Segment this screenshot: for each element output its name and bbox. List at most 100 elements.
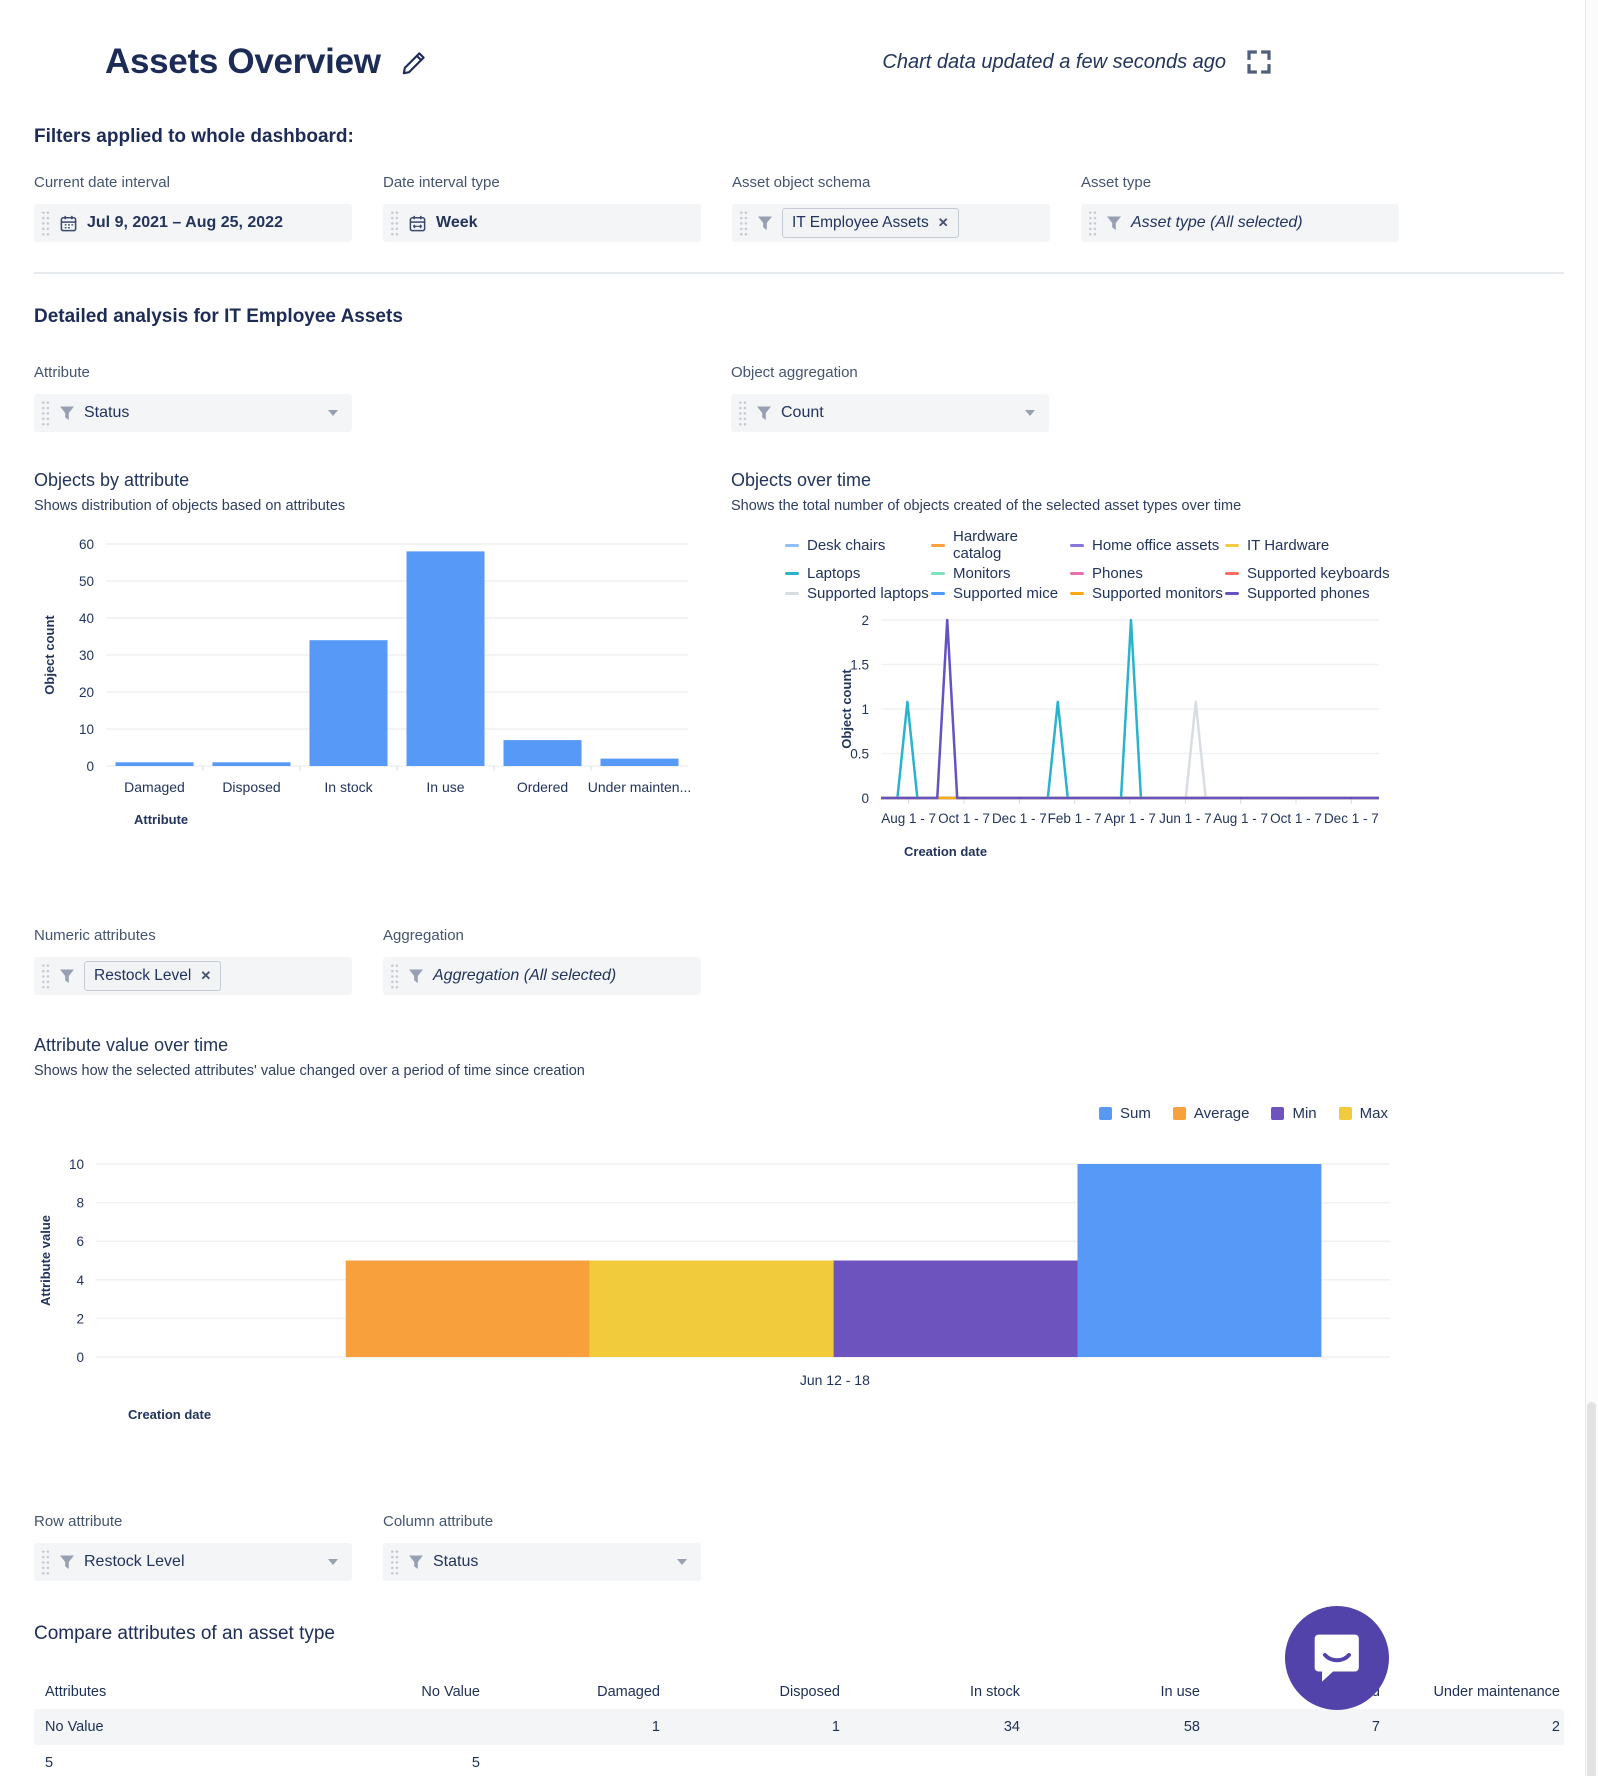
drag-handle[interactable]: [41, 1548, 50, 1576]
legend-swatch: [785, 592, 799, 595]
chat-bubble-icon: [1311, 1631, 1363, 1685]
scrollbar-thumb[interactable]: [1587, 1402, 1596, 1776]
asset-type-value: Asset type (All selected): [1131, 214, 1303, 231]
table-cell: 7: [1371, 1719, 1380, 1735]
drag-handle[interactable]: [41, 962, 50, 990]
fullscreen-icon[interactable]: [1244, 47, 1274, 77]
legend-label: Home office assets: [1092, 536, 1220, 554]
drag-handle[interactable]: [41, 209, 50, 237]
x-tick-label: Jun 12 - 18: [800, 1372, 870, 1388]
control-label: Numeric attributes: [34, 927, 156, 944]
remove-chip-icon[interactable]: ✕: [937, 215, 949, 230]
aggregation-field[interactable]: Aggregation (All selected): [383, 957, 701, 995]
scrollbar-track[interactable]: [1585, 0, 1598, 1776]
series-supported-phones: [881, 618, 1379, 800]
legend-swatch: [931, 543, 945, 547]
legend-item-max: Max: [1338, 1105, 1388, 1122]
object-aggregation-control: Object aggregation Count: [731, 364, 1564, 432]
table-cell: 1: [651, 1719, 660, 1735]
legend-swatch: [1225, 543, 1239, 547]
x-tick-label: Feb 1 - 7: [1048, 811, 1102, 826]
filters-heading: Filters applied to whole dashboard:: [34, 126, 354, 147]
drag-handle[interactable]: [41, 399, 50, 427]
control-label: Attribute: [34, 364, 90, 381]
legend-item-supported-mice: Supported mice: [931, 585, 1070, 602]
table-cell: 5: [471, 1755, 480, 1771]
interval-type-field[interactable]: Week: [383, 204, 701, 242]
x-axis-title: Creation date: [128, 1407, 211, 1422]
y-tick-label: 6: [76, 1234, 84, 1249]
row-attribute-value: Restock Level: [84, 1553, 185, 1570]
filter-label: Date interval type: [383, 174, 500, 191]
detail-heading: Detailed analysis for IT Employee Assets: [34, 306, 403, 327]
numeric-attributes-field[interactable]: Restock Level ✕: [34, 957, 352, 995]
legend-item-supported-laptops: Supported laptops: [785, 585, 931, 602]
legend-swatch: [1225, 592, 1239, 595]
drag-handle[interactable]: [739, 209, 748, 237]
control-label: Object aggregation: [731, 364, 858, 381]
edit-title-icon[interactable]: [401, 49, 428, 76]
x-tick-label: In use: [426, 779, 464, 795]
drag-handle[interactable]: [1088, 209, 1097, 237]
chevron-down-icon: [1025, 410, 1035, 416]
control-label: Row attribute: [34, 1513, 123, 1530]
row-attribute-dropdown[interactable]: Restock Level: [34, 1543, 352, 1581]
x-tick-label: Dec 1 - 7: [992, 811, 1047, 826]
filter-icon: [408, 1555, 424, 1570]
legend-label: Supported mice: [953, 585, 1059, 602]
schema-chip-label: IT Employee Assets: [792, 214, 929, 231]
drag-handle[interactable]: [390, 1548, 399, 1576]
legend-item-min: Min: [1271, 1105, 1317, 1122]
table-cell: No Value: [45, 1719, 104, 1735]
legend-label: Supported keyboards: [1247, 565, 1390, 582]
drag-handle[interactable]: [390, 962, 399, 990]
filter-icon: [59, 1555, 75, 1570]
y-tick-label: 60: [79, 537, 94, 552]
y-tick-label: 0.5: [850, 747, 869, 762]
bar-sum: [1077, 1164, 1322, 1357]
legend-label: Supported phones: [1247, 585, 1370, 602]
table-header-cell: No Value: [421, 1684, 480, 1700]
row-attribute-control: Row attribute Restock Level: [34, 1513, 352, 1581]
legend-swatch: [1070, 543, 1084, 547]
calendar-icon: [59, 214, 78, 233]
control-label: Aggregation: [383, 927, 464, 944]
legend-label: Min: [1292, 1105, 1317, 1122]
x-tick-label: Aug 1 - 7: [1213, 811, 1268, 826]
asset-type-field[interactable]: Asset type (All selected): [1081, 204, 1399, 242]
bar-average: [345, 1260, 590, 1357]
table-cell: 5: [45, 1755, 54, 1771]
legend-label: IT Hardware: [1247, 536, 1330, 554]
help-chat-button[interactable]: [1285, 1606, 1389, 1710]
remove-chip-icon[interactable]: ✕: [200, 968, 212, 983]
date-interval-field[interactable]: Jul 9, 2021 – Aug 25, 2022: [34, 204, 352, 242]
column-attribute-dropdown[interactable]: Status: [383, 1543, 701, 1581]
chart-subtitle: Shows the total number of objects create…: [731, 498, 1242, 514]
attribute-value-svg: 0 2 4 6 8 10 Jun 12 - 18 Attribute value Creatio…: [38, 1157, 1390, 1422]
legend-label: Supported laptops: [807, 585, 929, 602]
filter-icon: [1106, 216, 1122, 231]
drag-handle[interactable]: [738, 399, 747, 427]
table-header-cell: In use: [1160, 1684, 1201, 1700]
legend-item-supported-keyboards: Supported keyboards: [1225, 565, 1564, 582]
y-tick-label: 8: [76, 1196, 84, 1211]
filter-icon: [59, 969, 75, 984]
legend-label: Laptops: [807, 565, 861, 582]
attribute-dropdown[interactable]: Status: [34, 394, 352, 432]
numeric-chip[interactable]: Restock Level ✕: [84, 961, 222, 991]
legend-item-supported-monitors: Supported monitors: [1070, 585, 1225, 602]
chart-updated-status: Chart data updated a few seconds ago: [882, 50, 1226, 73]
legend-swatch: [1070, 572, 1084, 575]
filter-icon: [59, 406, 75, 421]
left-column: Attribute Status Objects by attribute Sh…: [34, 364, 700, 861]
y-tick-label: 20: [79, 685, 94, 700]
object-aggregation-dropdown[interactable]: Count: [731, 394, 1049, 432]
table-cell: 1: [831, 1719, 840, 1735]
object-schema-field[interactable]: IT Employee Assets ✕: [732, 204, 1050, 242]
schema-chip[interactable]: IT Employee Assets ✕: [782, 208, 959, 238]
x-tick-label: Damaged: [124, 779, 185, 795]
legend-item-laptops: Laptops: [785, 565, 931, 582]
drag-handle[interactable]: [390, 209, 399, 237]
object-aggregation-value: Count: [781, 404, 824, 421]
